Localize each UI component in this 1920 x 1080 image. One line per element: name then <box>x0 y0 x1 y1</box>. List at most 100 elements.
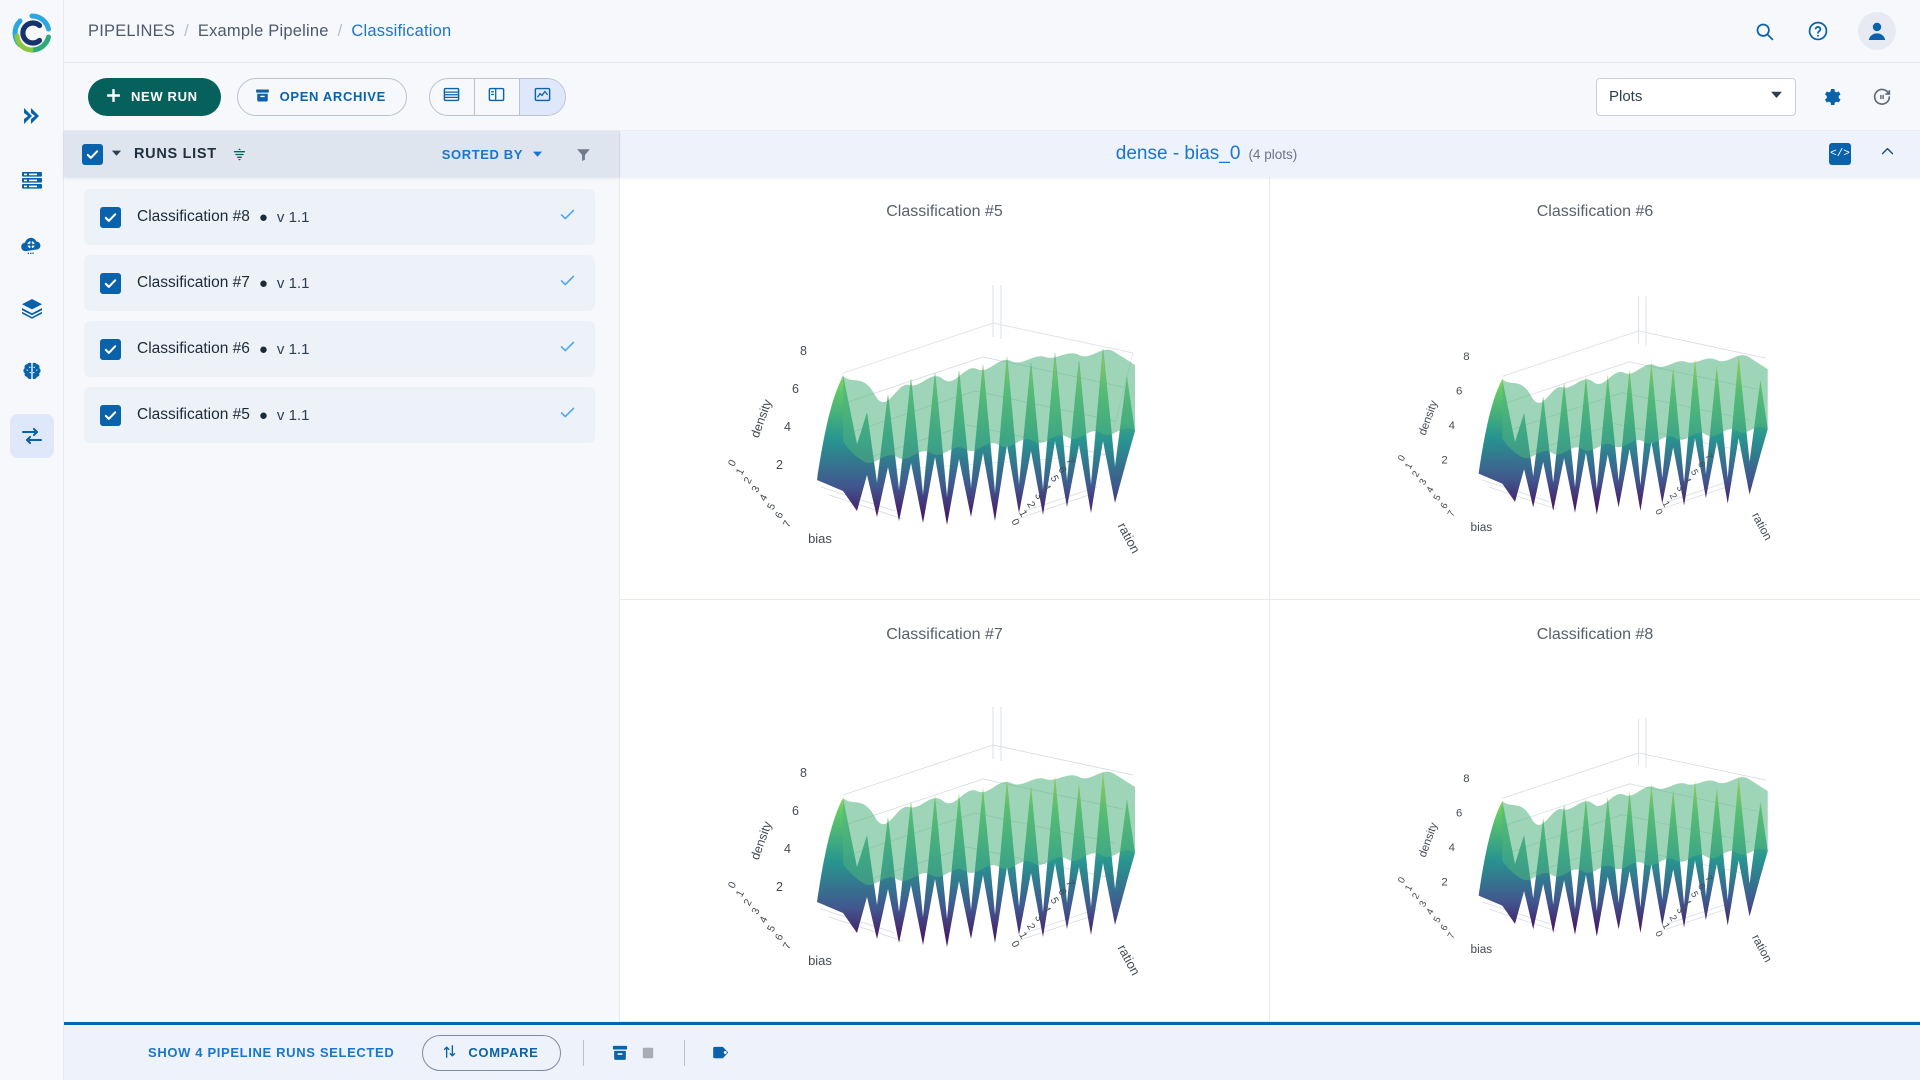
run-status-check-icon <box>558 205 577 229</box>
x-tick-4: 4 <box>757 492 770 503</box>
plot-title: Classification #6 <box>1536 203 1654 220</box>
compare-arrows-icon <box>441 1043 458 1063</box>
clearml-logo[interactable] <box>9 10 55 56</box>
plots-view-select-value: Plots <box>1609 88 1643 105</box>
breadcrumb-example-pipeline[interactable]: Example Pipeline <box>197 21 329 40</box>
svg-text:3: 3 <box>1674 906 1686 916</box>
filter-list-icon[interactable] <box>231 146 248 163</box>
select-all-checkbox[interactable] <box>82 143 103 165</box>
double-chevron-right-icon <box>20 104 44 128</box>
search-icon[interactable] <box>1750 17 1778 45</box>
svg-text:7: 7 <box>780 941 793 952</box>
sidebar-item-hyperdatasets[interactable] <box>10 222 54 266</box>
z-tick-2: 2 <box>776 458 783 472</box>
svg-text:7: 7 <box>1702 874 1714 884</box>
embed-code-icon[interactable]: </> <box>1829 143 1851 165</box>
sidebar-item-compare[interactable] <box>9 414 54 458</box>
list-item[interactable]: Classification #6 ● v 1.1 <box>84 321 595 377</box>
z-tick-6: 6 <box>1456 808 1462 820</box>
svg-text:6: 6 <box>772 932 785 943</box>
view-mode-detail[interactable] <box>475 78 520 115</box>
sorted-by-label: SORTED BY <box>441 146 523 162</box>
avatar[interactable] <box>1858 12 1896 50</box>
plot-card[interactable]: Classification #6 <box>1270 177 1920 600</box>
plot-card[interactable]: Classification #5 <box>620 177 1270 600</box>
run-separator-dot: ● <box>258 274 268 292</box>
svg-text:3: 3 <box>1417 899 1429 909</box>
svg-text:3: 3 <box>1674 483 1686 493</box>
run-status-check-icon <box>558 337 577 361</box>
compare-label: COMPARE <box>468 1045 539 1060</box>
z-tick-4: 4 <box>784 420 791 434</box>
z-tick-6: 6 <box>1456 385 1462 397</box>
sidebar-item-models[interactable] <box>10 286 54 330</box>
surface-plot[interactable]: 8 6 4 2 density 0 1 2 3 <box>620 221 1269 599</box>
breadcrumb: PIPELINES / Example Pipeline / Classific… <box>88 22 451 41</box>
x-tick-2: 2 <box>741 475 754 486</box>
sidebar-item-experiments[interactable] <box>10 350 54 394</box>
svg-text:0: 0 <box>725 880 738 891</box>
archive-box-icon[interactable] <box>606 1039 634 1067</box>
select-all-dropdown-icon[interactable] <box>111 145 122 163</box>
svg-text:3: 3 <box>749 906 762 917</box>
new-run-button[interactable]: NEW RUN <box>88 77 221 116</box>
footer-divider-1 <box>583 1039 585 1066</box>
plot-card[interactable]: Classification #7 <box>620 599 1270 1022</box>
y-axis-label: ration <box>1114 942 1143 978</box>
x-axis-label: bias <box>1471 520 1493 534</box>
run-separator-dot: ● <box>258 208 268 226</box>
run-checkbox[interactable] <box>100 404 121 426</box>
sidebar-item-datasets[interactable] <box>10 158 54 202</box>
help-circle-icon[interactable] <box>1804 17 1832 45</box>
list-item[interactable]: Classification #8 ● v 1.1 <box>84 189 595 245</box>
compare-button[interactable]: COMPARE <box>422 1034 562 1071</box>
table-rows-icon <box>442 85 461 109</box>
chevron-up-icon[interactable] <box>1879 143 1896 165</box>
tag-icon[interactable] <box>707 1039 735 1067</box>
y-tick-0: 0 <box>1008 517 1021 528</box>
svg-text:1: 1 <box>1403 461 1415 471</box>
view-mode-plots[interactable] <box>519 78 565 115</box>
breadcrumb-classification[interactable]: Classification <box>351 21 452 40</box>
run-checkbox[interactable] <box>100 206 121 228</box>
breadcrumb-pipelines[interactable]: PIPELINES <box>88 21 176 40</box>
auto-refresh-icon[interactable] <box>1868 83 1896 111</box>
z-tick-4: 4 <box>1449 842 1455 854</box>
svg-text:2: 2 <box>741 897 754 908</box>
view-mode-switch <box>428 77 566 116</box>
z-axis-label: density <box>1417 821 1441 859</box>
x-tick-0: 0 <box>725 457 738 468</box>
run-checkbox[interactable] <box>100 338 121 360</box>
svg-text:7: 7 <box>1702 452 1714 462</box>
plots-view-select[interactable]: Plots <box>1596 77 1796 116</box>
funnel-filter-icon[interactable] <box>569 140 597 168</box>
y-tick-6: 6 <box>1055 464 1068 475</box>
sidebar-item-pipelines[interactable] <box>10 94 54 138</box>
svg-text:4: 4 <box>1424 484 1437 494</box>
x-axis-label: bias <box>1471 942 1493 956</box>
gear-icon[interactable] <box>1818 83 1846 111</box>
open-archive-button[interactable]: OPEN ARCHIVE <box>236 77 407 116</box>
stop-square-icon[interactable] <box>634 1039 662 1067</box>
selection-count-label[interactable]: SHOW 4 PIPELINE RUNS SELECTED <box>148 1045 395 1060</box>
x-axis-label: bias <box>808 531 832 546</box>
list-item[interactable]: Classification #5 ● v 1.1 <box>84 387 595 443</box>
surface-plot-svg: 8 6 4 2 density 01 23 45 67 <box>1396 718 1775 965</box>
run-checkbox[interactable] <box>100 272 121 294</box>
sorted-by-control[interactable]: SORTED BY <box>442 147 543 162</box>
run-name: Classification #6 <box>137 340 250 357</box>
plot-card[interactable]: Classification #8 <box>1270 600 1920 1022</box>
list-item[interactable]: Classification #7 ● v 1.1 <box>84 255 595 311</box>
y-tick-3: 3 <box>1031 490 1044 501</box>
svg-text:3: 3 <box>1031 913 1044 924</box>
breadcrumb-separator-2: / <box>337 21 343 40</box>
view-mode-table[interactable] <box>430 78 475 115</box>
y-axis-label: ration <box>1749 510 1775 543</box>
svg-text:0: 0 <box>1652 929 1664 939</box>
run-separator-dot: ● <box>258 406 268 424</box>
cloud-gear-icon <box>19 232 44 257</box>
x-tick-3: 3 <box>749 483 762 494</box>
